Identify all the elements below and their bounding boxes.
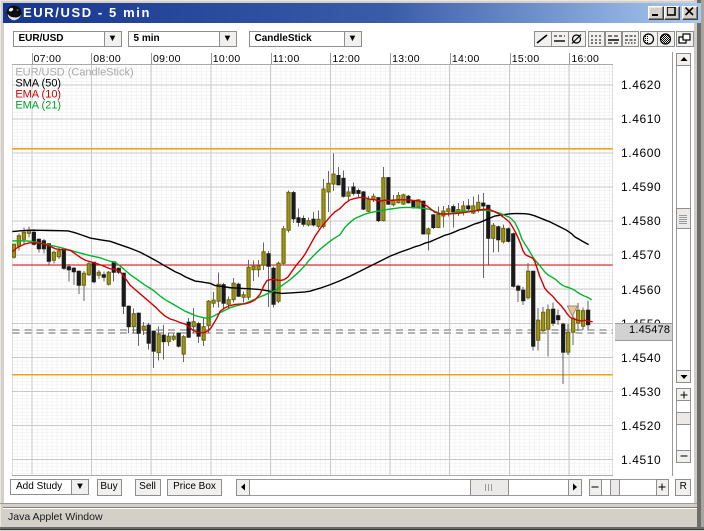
svg-text:EMA (10): EMA (10)	[15, 88, 61, 100]
svg-text:EUR/USD (CandleStick): EUR/USD (CandleStick)	[15, 66, 133, 78]
svg-text:SMA (50): SMA (50)	[15, 77, 61, 89]
svg-text:EMA (21): EMA (21)	[15, 99, 61, 111]
